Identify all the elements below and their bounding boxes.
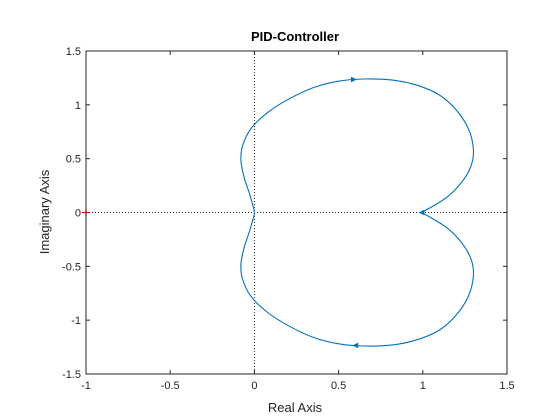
direction-arrow-2 [418, 209, 425, 216]
chart-title: PID-Controller [251, 29, 339, 44]
y-tick-label: 0 [75, 208, 81, 220]
direction-arrow-0 [351, 76, 357, 83]
x-tick-label: -1 [81, 380, 91, 392]
y-tick-label: -1 [71, 315, 81, 327]
reference-lines [86, 51, 507, 374]
plot-frame [85, 50, 508, 375]
y-tick-label: 0.5 [66, 154, 81, 166]
x-tick-label: 1.5 [499, 380, 514, 392]
nyquist-curve-0 [240, 78, 475, 347]
x-axis-label: Real Axis [268, 400, 323, 415]
direction-arrow-1 [352, 342, 359, 349]
x-tick-label: 0.5 [331, 380, 346, 392]
y-tick-label: 1.5 [66, 46, 81, 58]
y-axis-label: Imaginary Axis [37, 169, 52, 254]
y-tick-label: 1 [75, 100, 81, 112]
nyquist-curves [240, 78, 475, 347]
x-tick-label: -0.5 [161, 380, 180, 392]
x-tick-label: 1 [420, 380, 426, 392]
x-tick-label: 0 [251, 380, 257, 392]
y-tick-labels: -1.5 -1 -0.5 0 0.5 1 1.5 [62, 46, 81, 381]
y-tick-label: -0.5 [62, 261, 81, 273]
x-tick-labels: -1 -0.5 0 0.5 1 1.5 [81, 380, 515, 392]
y-tick-label: -1.5 [62, 369, 81, 381]
direction-arrows [351, 76, 425, 349]
